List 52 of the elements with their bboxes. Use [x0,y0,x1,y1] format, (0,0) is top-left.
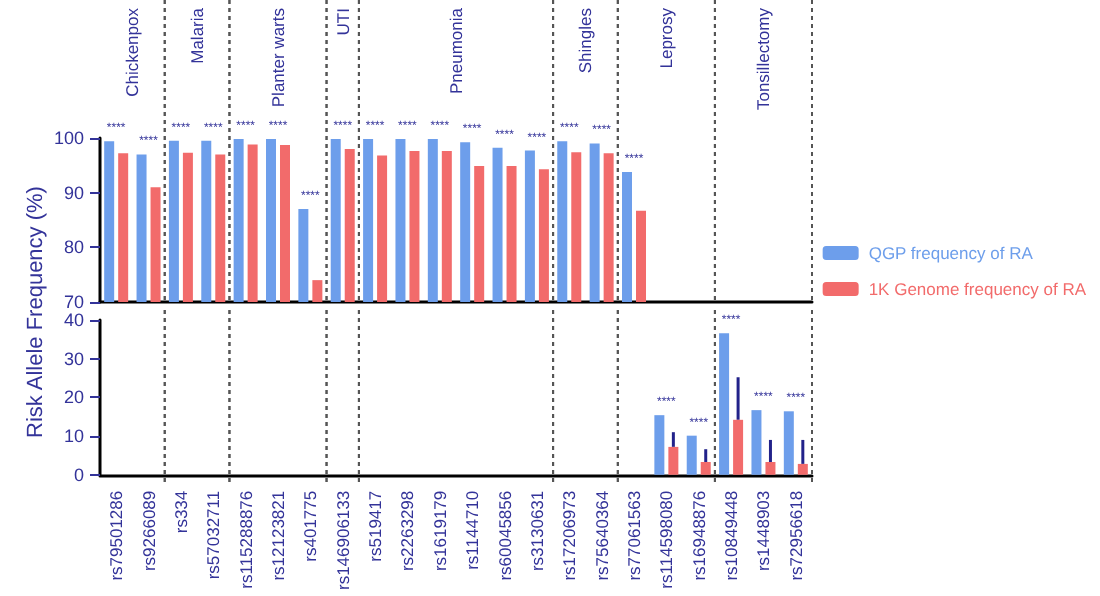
x-tick-label: rs75640364 [591,490,612,581]
y-tick-label: 100 [53,128,84,148]
text: Chickenpox [122,6,143,97]
legend-label: QGP frequency of RA [868,243,1034,263]
y-tick-label: 70 [63,292,84,312]
text: Leprosy [656,6,677,69]
text: Planter warts [268,8,288,108]
y-tick-label: 10 [63,426,84,447]
bar [719,333,730,475]
x-tick-label: rs115288876 [235,490,256,589]
bar [686,435,697,475]
x-tick-label: rs72956618 [785,490,806,581]
bar [700,461,711,475]
bar [783,411,794,475]
x-tick-label: rs2263298 [397,490,418,572]
x-tick-label: rs16948876 [688,490,709,581]
x-tick-label: rs10849448 [721,490,742,581]
legend-label: 1K Genome frequency of RA [868,279,1087,299]
y-tick-label: 20 [63,387,84,408]
y-axis-title: Risk Allele Frequency (%) [24,184,48,442]
x-tick-label: rs9266089 [138,490,159,572]
bar [668,446,679,475]
text: Pneumonia [446,7,466,95]
x-tick-label: rs3130631 [526,490,547,572]
bar [654,415,665,475]
text: Malaria [187,7,208,64]
y-tick-label: 0 [73,464,84,485]
bar [765,461,776,475]
x-tick-label: rs401775 [300,490,321,562]
bar [797,463,808,475]
text: Tonsillectomy [753,6,774,111]
x-tick-label: rs12123821 [268,490,288,581]
bar [751,410,762,475]
y-tick-label: 90 [63,182,84,203]
y-tick-label: 80 [63,237,84,258]
x-tick-label: rs114598080 [656,490,677,589]
x-tick-label: rs60045856 [494,490,515,581]
x-tick-label: rs1144710 [462,490,483,570]
text: UTI [332,8,353,36]
y-tick-label: 30 [63,348,84,369]
x-tick-label: rs519417 [365,490,386,562]
y-tick-label: 40 [63,310,84,330]
x-tick-label: rs146906133 [332,490,353,591]
text: Shingles [575,8,596,74]
x-tick-label: rs57032711 [203,490,224,580]
x-tick-label: rs79501286 [106,490,127,581]
x-tick-label: rs1448903 [753,490,774,572]
x-tick-label: rs334 [170,490,191,534]
x-tick-label: rs1619179 [429,490,450,572]
x-tick-label: rs17206973 [559,490,580,581]
bar [733,419,744,475]
x-tick-label: rs77061563 [624,490,644,581]
